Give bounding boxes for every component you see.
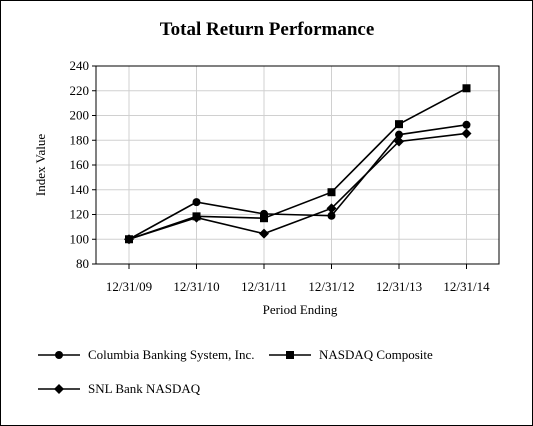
data-point bbox=[394, 136, 404, 147]
x-tick-label: 12/31/13 bbox=[376, 279, 422, 294]
y-tick-label: 140 bbox=[70, 182, 90, 197]
data-point bbox=[259, 228, 269, 239]
legend-marker bbox=[55, 351, 63, 359]
x-tick-label: 12/31/14 bbox=[443, 279, 490, 294]
x-tick-label: 12/31/12 bbox=[308, 279, 354, 294]
data-point bbox=[191, 212, 202, 223]
data-point bbox=[260, 214, 268, 223]
legend-marker bbox=[286, 351, 294, 359]
series-line bbox=[128, 87, 467, 241]
grid bbox=[96, 65, 499, 265]
x-tick-label: 12/31/11 bbox=[241, 279, 287, 294]
legend-label: Columbia Banking System, Inc. bbox=[88, 347, 254, 362]
data-point bbox=[462, 120, 471, 129]
legend-item: SNL Bank NASDAQ bbox=[38, 381, 201, 396]
x-axis-label: Period Ending bbox=[263, 302, 338, 317]
data-point bbox=[395, 120, 403, 129]
series bbox=[124, 84, 472, 245]
legend-label: SNL Bank NASDAQ bbox=[88, 381, 201, 396]
y-axis-ticks: 80 100 120 140 160 180 200 220 240 bbox=[70, 58, 96, 271]
data-point bbox=[462, 84, 471, 93]
x-tick-label: 12/31/09 bbox=[106, 279, 152, 294]
y-tick-label: 100 bbox=[70, 231, 90, 246]
data-point bbox=[192, 198, 201, 207]
series-group bbox=[124, 128, 472, 245]
chart-title: Total Return Performance bbox=[160, 19, 375, 40]
legend-marker bbox=[54, 384, 64, 394]
data-point bbox=[461, 128, 472, 139]
data-point bbox=[124, 234, 134, 245]
data-point bbox=[327, 211, 336, 220]
data-point bbox=[326, 203, 337, 214]
legend-label: NASDAQ Composite bbox=[319, 347, 433, 362]
data-point bbox=[395, 130, 403, 139]
legend-item: NASDAQ Composite bbox=[269, 347, 433, 362]
y-tick-label: 200 bbox=[70, 108, 90, 123]
y-axis-label: Index Value bbox=[33, 134, 48, 196]
y-tick-label: 160 bbox=[70, 157, 90, 172]
legend-item: Columbia Banking System, Inc. bbox=[38, 347, 254, 362]
y-tick-label: 220 bbox=[70, 83, 90, 98]
x-axis-ticks: 12/31/09 12/31/10 12/31/11 12/31/12 12/31/13… bbox=[106, 264, 490, 294]
y-tick-label: 120 bbox=[70, 207, 90, 222]
y-tick-label: 180 bbox=[70, 132, 90, 147]
series-group bbox=[125, 84, 471, 244]
series-line bbox=[128, 132, 467, 241]
series-line bbox=[128, 123, 467, 240]
y-tick-label: 80 bbox=[76, 256, 89, 271]
y-tick-label: 240 bbox=[70, 58, 90, 73]
data-point bbox=[327, 188, 336, 197]
x-tick-label: 12/31/10 bbox=[173, 279, 219, 294]
legend: Columbia Banking System, Inc. NASDAQ Comp… bbox=[38, 347, 433, 396]
